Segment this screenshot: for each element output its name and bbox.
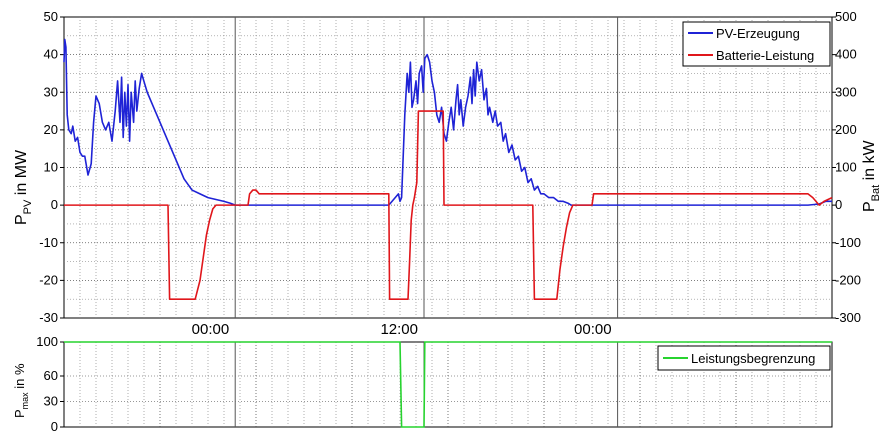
y-tick-label-right: 300 (835, 84, 857, 99)
top-legend-box (682, 21, 831, 67)
y-tick-label-left: 50 (44, 9, 58, 24)
top-legend: PV-Erzeugung Batterie-Leistung (682, 21, 831, 67)
top-yticks-right: -300 -200 -100 0 100 200 300 400 500 (832, 9, 861, 325)
top-yticks-left: -30 -20 -10 0 10 20 30 40 50 (39, 9, 64, 325)
top-left-axis-label: PPV in MW (13, 149, 34, 225)
y-tick-label-left: 20 (44, 122, 58, 137)
y-tick-label-right: 400 (835, 47, 857, 62)
y-tick-label-left: -30 (39, 310, 58, 325)
top-right-axis-label-sub: Bat (870, 185, 882, 202)
bottom-series (64, 341, 832, 428)
time-label: 00:00 (574, 321, 612, 338)
y-tick-label-right: -200 (835, 272, 861, 287)
bottom-yticks: 0 30 60 100 (36, 334, 64, 432)
y-tick-label-right: 200 (835, 122, 857, 137)
y-tick-label-left: 40 (44, 47, 58, 62)
legend-label-pv: PV-Erzeugung (716, 26, 800, 41)
top-left-axis-label-sub: PV (22, 199, 34, 214)
bottom-axis-label-suffix: in % (12, 363, 27, 392)
bottom-y-tick-label: 60 (44, 368, 58, 383)
y-tick-label-right: 500 (835, 9, 857, 24)
y-tick-label-right: 100 (835, 160, 857, 175)
bottom-chart: 0 30 60 100 Pmax in % Leistungsbegrenzung (12, 334, 833, 432)
series-line-pv (63, 38, 832, 206)
series-line-bat (64, 110, 833, 300)
y-tick-label-right: -100 (835, 235, 861, 250)
top-right-axis-label-suffix: in kW (861, 139, 878, 184)
y-tick-label-right: -300 (835, 310, 861, 325)
time-label: 12:00 (380, 321, 418, 338)
y-tick-label-left: 30 (44, 84, 58, 99)
legend-label-limit: Leistungsbegrenzung (691, 351, 815, 366)
bottom-axis-label-sub: max (20, 392, 30, 410)
bottom-axis-label-main: P (12, 409, 27, 418)
top-right-axis-label: PBat in kW (861, 139, 882, 212)
top-series (63, 38, 833, 300)
bottom-y-tick-label: 30 (44, 394, 58, 409)
bottom-axis-label: Pmax in % (12, 363, 30, 418)
top-left-axis-label-suffix: in MW (13, 149, 30, 200)
bottom-y-tick-label: 100 (36, 334, 58, 349)
y-tick-label-left: -10 (39, 235, 58, 250)
bottom-legend: Leistungsbegrenzung (657, 345, 831, 371)
time-label: 00:00 (192, 321, 230, 338)
y-tick-label-left: -20 (39, 272, 58, 287)
y-tick-label-right: 0 (835, 197, 842, 212)
top-grid (64, 17, 832, 318)
y-tick-label-left: 10 (44, 160, 58, 175)
time-labels: 00:00 12:00 00:00 (192, 321, 612, 338)
top-right-axis-label-main: P (861, 201, 878, 212)
legend-label-bat: Batterie-Leistung (716, 48, 814, 63)
bottom-y-tick-label: 0 (51, 419, 58, 432)
bottom-grid (64, 342, 832, 427)
y-tick-label-left: 0 (51, 197, 58, 212)
top-left-axis-label-main: P (13, 214, 30, 225)
series-line-limit (64, 341, 832, 428)
